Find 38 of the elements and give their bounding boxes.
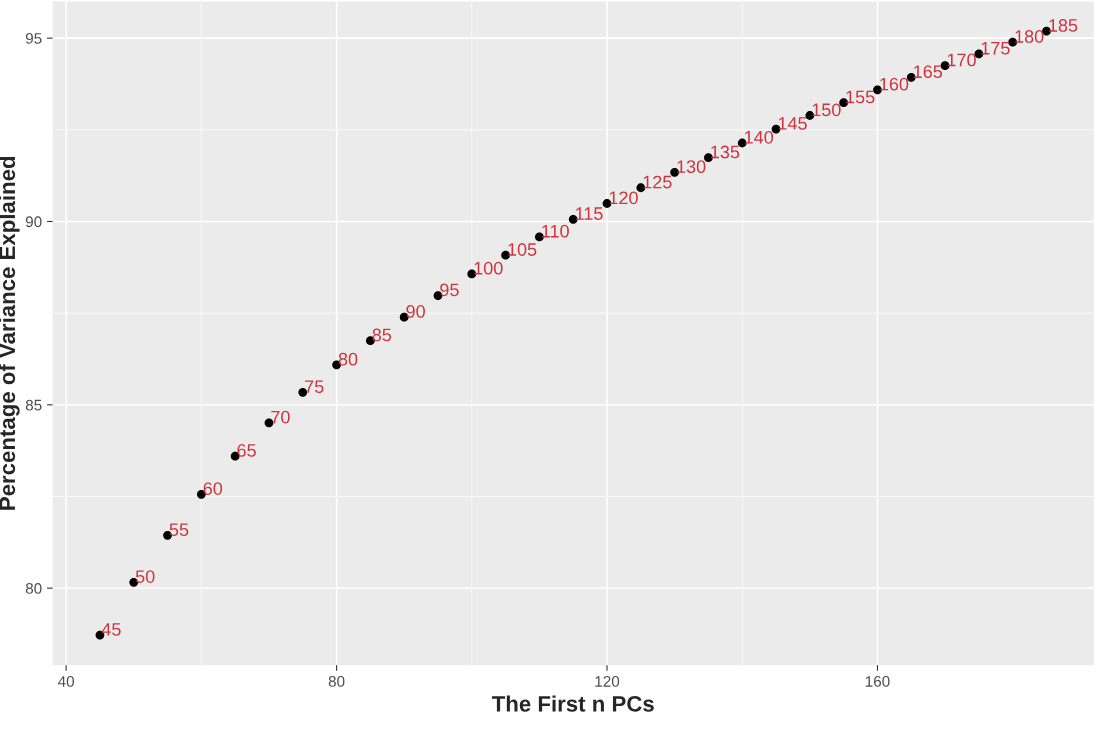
annotation: 50 [135, 570, 155, 583]
annotation: 145 [778, 117, 807, 130]
annotation: 125 [643, 175, 672, 189]
annotation: 135 [711, 145, 740, 159]
annotation: 80 [338, 352, 358, 366]
annotation: 75 [305, 380, 324, 394]
annotation: 155 [846, 90, 875, 104]
y-tick-label: 85 [25, 399, 42, 411]
annotation: 120 [609, 191, 638, 205]
annotation: 175 [981, 41, 1010, 55]
annotation: 140 [745, 130, 774, 144]
annotation: 65 [237, 444, 256, 457]
annotation: 130 [677, 160, 706, 174]
annotation: 185 [1049, 19, 1078, 32]
annotation: 165 [914, 65, 943, 79]
x-tick-label: 120 [595, 676, 620, 687]
annotation: 85 [372, 328, 392, 342]
x-tick-label: 40 [57, 676, 75, 687]
annotation: 150 [812, 103, 841, 117]
annotation: 100 [474, 261, 503, 275]
x-tick-label: 80 [328, 676, 345, 687]
annotation: 160 [880, 77, 909, 91]
annotation: 90 [406, 305, 425, 318]
annotation: 180 [1015, 30, 1044, 43]
annotation: 105 [508, 243, 537, 256]
annotation: 70 [271, 410, 290, 424]
annotation: 60 [203, 482, 223, 495]
annotation: 115 [575, 207, 603, 220]
annotation: 110 [542, 224, 569, 238]
annotation: 45 [101, 623, 121, 636]
annotation: 95 [440, 283, 459, 297]
x-axis-title: The First n PCs [491, 695, 654, 712]
y-tick-label: 80 [25, 583, 42, 594]
annotation: 55 [169, 523, 189, 537]
annotation: 170 [947, 53, 976, 67]
x-tick-label: 160 [865, 676, 890, 687]
y-tick-label: 95 [25, 33, 42, 44]
y-tick-label: 90 [25, 216, 42, 228]
